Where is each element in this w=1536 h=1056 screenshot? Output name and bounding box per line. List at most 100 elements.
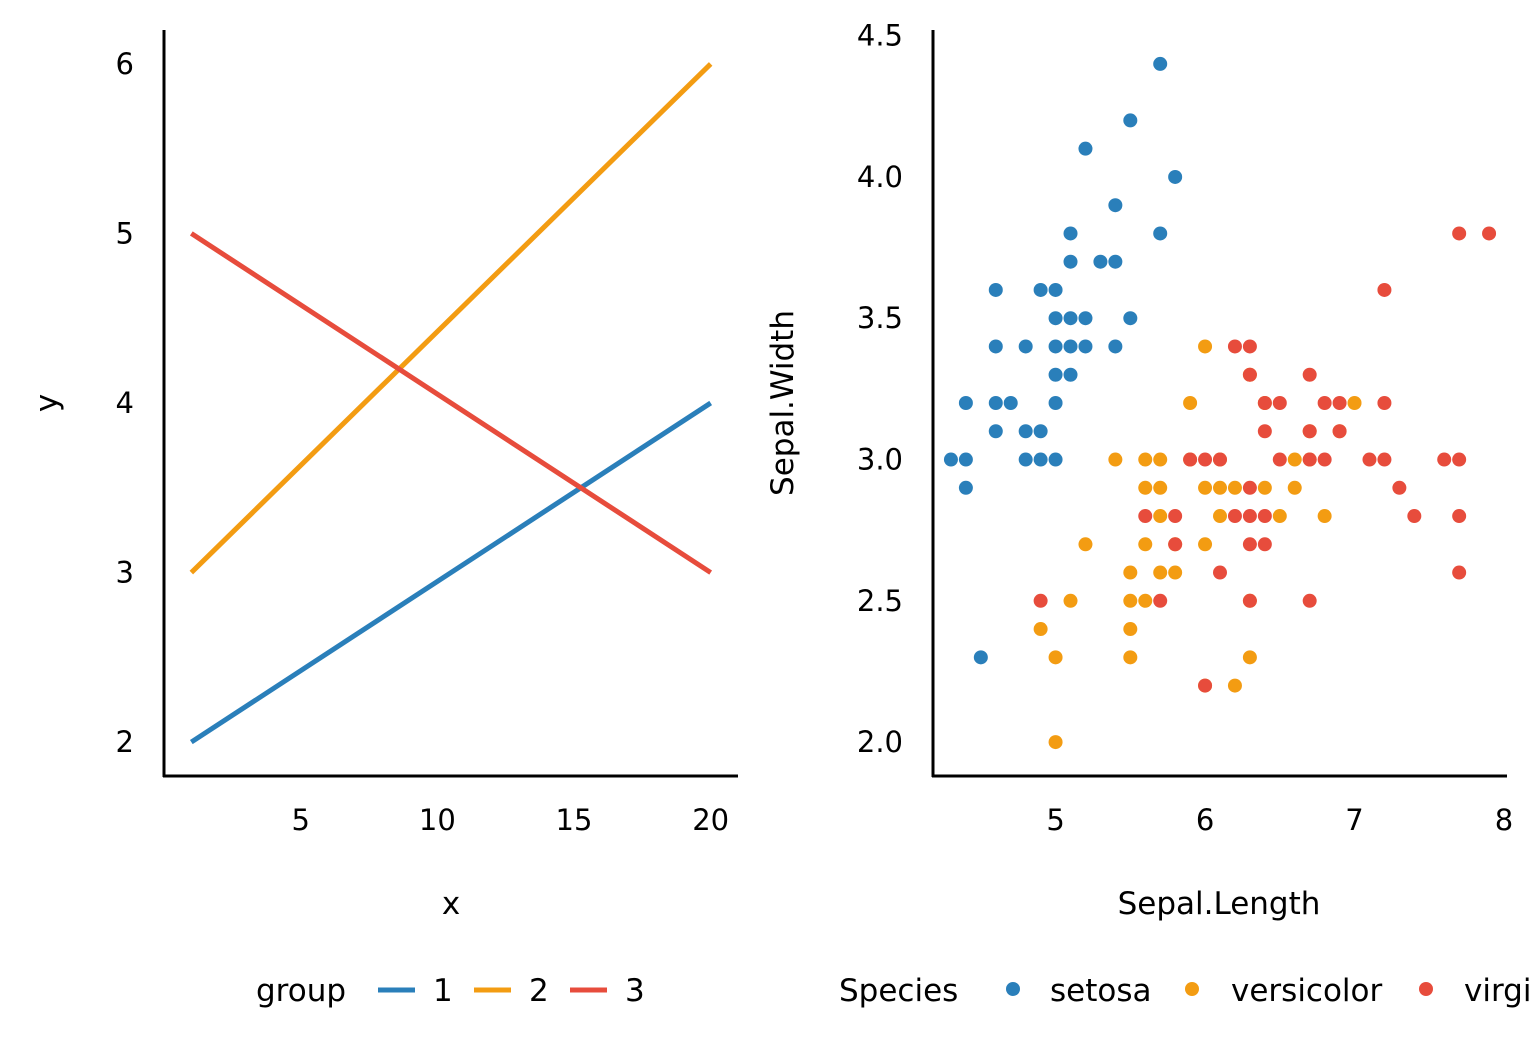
scatter-chart-point-virginica [1257,537,1272,552]
scatter-chart-point-virginica [1392,480,1407,495]
scatter-chart-point-versicolor [1198,480,1213,495]
scatter-chart-point-setosa [1108,339,1123,354]
scatter-chart-point-virginica [1377,396,1392,410]
scatter-chart-point-setosa [988,282,1003,297]
scatter-chart-point-versicolor [1242,650,1257,665]
scatter-chart-point-setosa [973,650,988,665]
scatter-chart-point-versicolor [1048,735,1063,750]
scatter-chart-point-setosa [1003,396,1018,410]
scatter-chart-point-setosa [1048,452,1063,467]
scatter-chart-point-setosa [1033,452,1048,467]
scatter-chart-point-versicolor [1153,452,1168,467]
line-chart-axes: 5 10 15 20 2 3 4 5 6 [116,30,738,837]
scatter-chart-point-virginica [1138,509,1153,524]
line-chart-series-line-1 [189,400,713,745]
scatter-chart-y-tick-label: 3.0 [857,443,903,477]
scatter-chart-point-setosa [958,480,973,495]
line-chart-y-tick-label: 2 [116,725,134,759]
line-chart-legend-label: 2 [529,973,549,1009]
scatter-chart-point-setosa [958,452,973,467]
scatter-chart-point-versicolor [1257,480,1272,495]
scatter-chart-point-versicolor [1198,339,1213,354]
scatter-chart-point-virginica [1332,396,1347,410]
scatter-chart-point-versicolor [1138,593,1153,608]
scatter-chart-point-versicolor [1227,480,1242,495]
scatter-chart-point-virginica [1242,339,1257,354]
scatter-chart-y-tick-label: 3.5 [857,301,903,335]
scatter-chart-point-virginica [1227,339,1242,354]
line-chart-y-tick-label: 3 [116,556,134,590]
scatter-chart-point-versicolor [1317,509,1332,524]
scatter-chart-point-virginica [1302,424,1317,439]
scatter-chart-point-setosa [1123,311,1138,326]
scatter-chart-point-setosa [1153,56,1168,71]
scatter-chart-point-versicolor [1287,452,1302,467]
scatter-chart-point-setosa [1048,367,1063,382]
scatter-chart-point-setosa [1078,339,1093,354]
scatter-chart-point-setosa [1123,113,1138,128]
scatter-chart-point-virginica [1452,226,1467,241]
line-chart-x-tick-label: 20 [692,803,729,837]
scatter-chart-point-setosa [988,396,1003,410]
scatter-chart-point-versicolor [1168,565,1183,580]
scatter-chart-point-versicolor [1048,650,1063,665]
scatter-chart-y-tick-label: 4.5 [857,19,903,53]
scatter-chart-point-setosa [1063,339,1078,354]
scatter-chart-point-setosa [958,396,973,410]
line-chart-y-tick-label: 6 [116,47,134,81]
scatter-chart-point-virginica [1242,537,1257,552]
scatter-chart-point-setosa [1168,169,1183,184]
scatter-chart-point-virginica [1317,452,1332,467]
line-chart-legend-label: 1 [433,973,453,1009]
scatter-chart-point-virginica [1317,396,1332,410]
scatter-chart-point-setosa [988,339,1003,354]
scatter-chart-point-virginica [1242,509,1257,524]
scatter-chart-point-virginica [1213,452,1227,467]
scatter-chart-point-virginica [1168,509,1183,524]
scatter-chart-point-versicolor [1347,396,1362,410]
scatter-chart-point-virginica [1213,565,1227,580]
scatter-chart-point-setosa [1078,311,1093,326]
scatter-chart-point-setosa [1078,141,1093,156]
scatter-chart-x-tick-label: 8 [1495,803,1513,837]
scatter-chart-point-versicolor [1108,452,1123,467]
scatter-chart-point-virginica [1452,565,1467,580]
scatter-chart-y-axis-label: Sepal.Width [765,310,801,496]
scatter-chart-point-virginica [1362,452,1377,467]
scatter-chart-y-tick-label: 2.5 [857,584,903,618]
scatter-chart-point-setosa [1048,311,1063,326]
scatter-chart-point-virginica [1437,452,1452,467]
scatter-chart-points [943,56,1497,750]
scatter-chart-point-versicolor [1123,593,1138,608]
scatter-chart-point-setosa [1018,424,1033,439]
scatter-chart-point-versicolor [1063,593,1078,608]
scatter-chart-point-versicolor [1123,565,1138,580]
scatter-chart-point-virginica [1257,396,1272,410]
line-chart-panel: 5 10 15 20 2 3 4 5 6 x y group 1 2 3 [29,30,738,1009]
scatter-chart-point-versicolor [1153,509,1168,524]
scatter-chart-point-versicolor [1198,537,1213,552]
line-chart-x-tick-label: 5 [291,803,309,837]
scatter-chart-point-setosa [1018,339,1033,354]
scatter-chart-point-virginica [1377,452,1392,467]
scatter-chart-point-virginica [1153,593,1168,608]
scatter-chart-point-setosa [988,424,1003,439]
scatter-chart-x-axis-label: Sepal.Length [1118,886,1321,922]
scatter-chart-point-setosa [1048,282,1063,297]
scatter-chart-point-virginica [1257,509,1272,524]
scatter-chart-point-versicolor [1153,565,1168,580]
line-chart-legend-label: 3 [625,973,645,1009]
scatter-chart-panel: 5 6 7 8 2.0 2.5 3.0 3.5 4.0 4.5 Sepal.Length Sepa… [765,19,1531,1009]
scatter-chart-point-virginica [1272,452,1287,467]
scatter-chart-point-virginica [1257,424,1272,439]
scatter-chart-point-versicolor [1213,480,1227,495]
scatter-chart-point-setosa [1108,198,1123,213]
scatter-chart-point-setosa [1063,311,1078,326]
scatter-chart-y-tick-label: 4.0 [857,160,903,194]
line-chart-x-axis-label: x [442,886,460,922]
scatter-chart-point-virginica [1482,226,1497,241]
scatter-chart-point-setosa [1048,396,1063,410]
scatter-chart-x-tick-label: 5 [1046,803,1064,837]
scatter-chart-legend-key-setosa [1006,982,1020,996]
